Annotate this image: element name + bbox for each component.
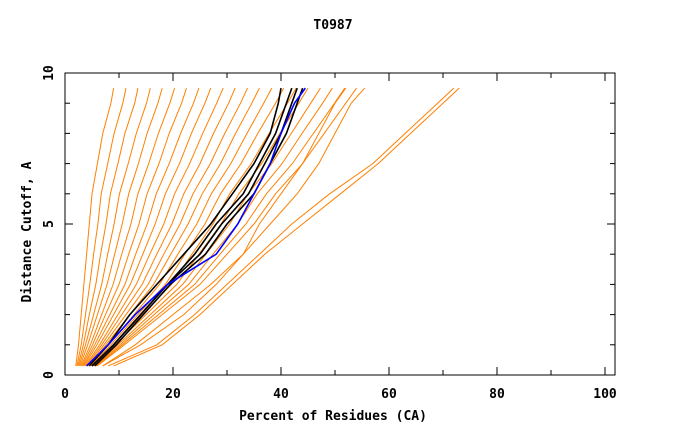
model-curve-9	[85, 87, 224, 367]
chart-title: T0987	[313, 18, 352, 33]
model-curve-24	[113, 87, 460, 367]
model-curve-22	[102, 87, 347, 367]
x-tick-labels: 0 20 40 60 80 100	[61, 387, 617, 402]
y-tick-labels: 0 5 10	[42, 65, 57, 379]
model-curve-14	[90, 87, 285, 367]
axis-ticks	[64, 72, 615, 376]
x-tick-label: 100	[593, 387, 617, 402]
model-curve-16	[92, 87, 309, 367]
x-tick-label: 20	[165, 387, 181, 402]
highlight-curve-27	[91, 87, 298, 367]
model-curve-12	[88, 87, 260, 367]
model-curve-20	[97, 87, 358, 367]
model-curve-11	[87, 87, 248, 367]
model-curve-5	[80, 87, 176, 367]
x-tick-label: 40	[273, 387, 289, 402]
y-tick-label: 5	[42, 220, 57, 228]
y-axis-label: Distance Cutoff, A	[20, 161, 35, 302]
y-tick-label: 10	[42, 65, 57, 81]
x-tick-label: 0	[61, 387, 69, 402]
model-curve-8	[83, 87, 212, 367]
model-curve-21	[102, 87, 366, 367]
x-tick-label: 80	[489, 387, 505, 402]
x-tick-label: 60	[381, 387, 397, 402]
y-tick-label: 0	[42, 371, 57, 379]
model-curve-2	[77, 87, 139, 367]
highlight-curve-25	[88, 87, 282, 367]
model-curve-1	[76, 87, 127, 366]
model-curve-17	[93, 87, 321, 367]
model-curve-0	[75, 88, 115, 366]
selected-curve-29	[86, 87, 306, 367]
model-curve-10	[86, 87, 236, 367]
model-curve-13	[89, 87, 273, 367]
model-curve-6	[81, 87, 187, 367]
model-curve-4	[79, 87, 163, 367]
highlight-curve-28	[94, 87, 304, 367]
curves	[75, 87, 460, 367]
model-curve-3	[78, 87, 151, 367]
model-curve-23	[108, 87, 455, 367]
x-axis-label: Percent of Residues (CA)	[239, 409, 427, 424]
model-curve-7	[82, 87, 200, 367]
model-curve-19	[95, 87, 346, 367]
